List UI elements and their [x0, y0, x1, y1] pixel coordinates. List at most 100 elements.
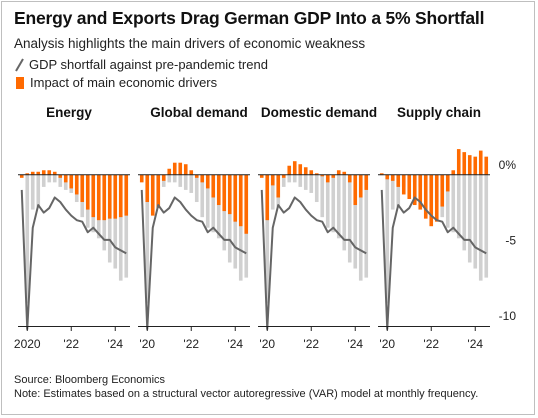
panel-title: Global demand	[150, 105, 248, 120]
driver-bar	[205, 174, 210, 189]
total-bar	[47, 174, 52, 183]
panel-global-demand: Global demand '20 '22 '24	[138, 105, 250, 351]
driver-bar	[172, 162, 177, 175]
driver-bar	[244, 174, 249, 234]
driver-bar	[401, 174, 406, 195]
driver-bar	[139, 174, 144, 183]
x-tick-label: '24	[107, 337, 123, 351]
total-bar	[58, 174, 63, 187]
driver-bar	[396, 174, 401, 187]
driver-bar	[407, 174, 412, 199]
total-bar	[145, 174, 150, 304]
driver-bar	[189, 170, 194, 175]
gdp-shortfall-line	[380, 189, 487, 331]
total-bar	[287, 174, 292, 183]
total-bar	[314, 174, 319, 203]
driver-bar	[292, 161, 297, 175]
driver-bar	[41, 170, 46, 175]
legend-bar-entry: Impact of main economic drivers	[14, 75, 217, 90]
gdp-shortfall-line	[20, 189, 127, 331]
total-bar	[396, 174, 401, 207]
x-tick-label: 2020	[14, 337, 41, 351]
total-bar	[303, 174, 308, 190]
total-bar	[200, 174, 205, 218]
driver-bar	[74, 174, 79, 195]
driver-bar	[353, 174, 358, 206]
total-bar	[167, 174, 172, 183]
total-bar	[270, 174, 275, 210]
driver-bar	[96, 174, 101, 221]
driver-bar	[276, 174, 281, 198]
x-tick-label: '22	[63, 337, 79, 351]
driver-bar	[364, 174, 369, 190]
total-bar	[113, 174, 118, 269]
total-bar	[205, 174, 210, 228]
total-bar	[484, 174, 489, 278]
methodology-note: Note: Estimates based on a structural ve…	[14, 388, 479, 400]
x-tick-label: '24	[347, 337, 363, 351]
legend-line-label: GDP shortfall against pre-pandemic trend	[29, 57, 268, 72]
total-bar	[336, 174, 341, 239]
legend-line-swatch	[15, 57, 24, 72]
legend-line-entry: GDP shortfall against pre-pandemic trend	[14, 57, 268, 72]
driver-bar	[58, 174, 63, 178]
driver-bar	[358, 174, 363, 198]
driver-bar	[281, 174, 286, 178]
panel-energy: Energy 2020 '22 '24	[14, 105, 130, 351]
total-bar	[364, 174, 369, 278]
total-bar	[325, 174, 330, 228]
panel-title: Energy	[46, 105, 92, 120]
driver-bar	[52, 171, 57, 175]
x-tick-label: '20	[259, 337, 275, 351]
driver-bar	[216, 174, 221, 206]
total-bar	[30, 174, 35, 210]
driver-bar	[478, 150, 483, 175]
driver-bar	[379, 173, 384, 175]
driver-bar	[347, 174, 352, 183]
driver-bar	[222, 174, 227, 212]
driver-bar	[118, 174, 123, 218]
total-bar	[118, 174, 123, 281]
driver-bar	[423, 174, 428, 219]
total-bar	[309, 174, 314, 193]
gdp-shortfall-line	[260, 189, 367, 331]
total-bar	[194, 174, 199, 203]
total-bar	[211, 174, 216, 233]
driver-bar	[434, 174, 439, 222]
total-bar	[347, 174, 352, 263]
driver-bar	[211, 174, 216, 198]
panel-supply-chain: Supply chain '20 '22 '24	[378, 105, 490, 351]
total-bar	[52, 174, 57, 183]
total-bar	[172, 174, 177, 183]
total-bar	[222, 174, 227, 251]
y-tick-label: 0%	[499, 158, 517, 172]
driver-bar	[178, 162, 183, 175]
total-bar	[25, 174, 30, 304]
driver-bar	[473, 156, 478, 175]
panel-title: Supply chain	[397, 105, 481, 120]
x-tick-label: '22	[303, 337, 319, 351]
total-bar	[265, 174, 270, 304]
total-bar	[358, 174, 363, 281]
driver-bar	[156, 174, 161, 209]
driver-bar	[167, 168, 172, 175]
driver-bar	[85, 174, 90, 210]
driver-bar	[233, 174, 238, 222]
total-bar	[445, 174, 450, 228]
driver-bar	[451, 170, 456, 175]
driver-bar	[25, 173, 30, 175]
total-bar	[41, 174, 46, 187]
driver-bar	[113, 174, 118, 219]
total-bar	[390, 174, 395, 210]
driver-bar	[390, 174, 395, 181]
driver-bar	[303, 167, 308, 175]
total-bar	[478, 174, 483, 281]
driver-bar	[298, 164, 303, 175]
legend-bar-swatch	[16, 76, 24, 89]
gdp-shortfall-line	[140, 189, 247, 331]
driver-bar	[287, 165, 292, 175]
x-tick-label: '20	[139, 337, 155, 351]
y-tick-label: -10	[499, 309, 517, 323]
total-bar	[216, 174, 221, 239]
